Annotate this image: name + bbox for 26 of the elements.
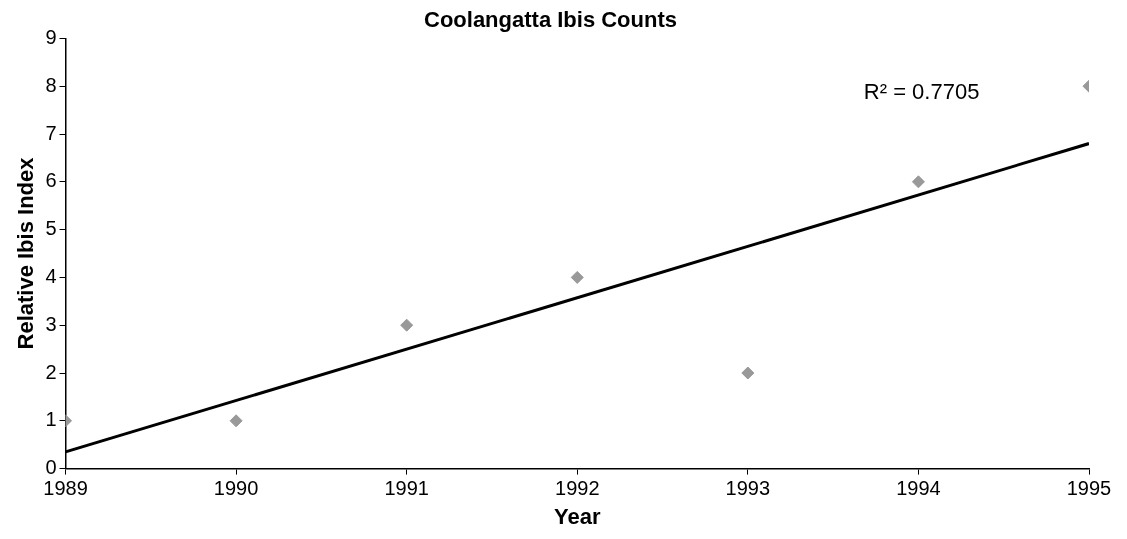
x-tick-label: 1994 (896, 477, 941, 500)
x-tick-label: 1990 (213, 477, 259, 500)
point (741, 366, 755, 380)
chart-title: Coolangatta Ibis Counts (424, 7, 677, 33)
point (229, 414, 243, 428)
point (400, 318, 414, 332)
y-tick-label: 7 (45, 121, 57, 144)
y-tick-label: 1 (45, 408, 57, 431)
y-tick-label: 2 (45, 360, 57, 383)
y-tick-label: 9 (45, 25, 57, 48)
y-tick-label: 3 (45, 312, 57, 335)
x-tick-label: 1993 (725, 477, 771, 500)
y-tick-label: 0 (45, 456, 57, 479)
y-tick-label: 5 (45, 217, 57, 240)
y-tick-label: 8 (45, 73, 57, 96)
x-tick-label: 1991 (384, 477, 429, 500)
x-tick-label: 1989 (43, 477, 88, 500)
y-tick-label: 4 (45, 264, 57, 287)
x-tick-label: 1995 (1066, 477, 1112, 500)
point (570, 270, 584, 284)
y-axis-title: Relative Ibis Index (13, 156, 39, 350)
x-axis-title: Year (554, 503, 601, 529)
x-tick-label: 1992 (555, 477, 600, 500)
y-tick-label: 6 (45, 169, 57, 192)
annotation: R² = 0.7705 (863, 79, 980, 105)
point (911, 175, 925, 189)
